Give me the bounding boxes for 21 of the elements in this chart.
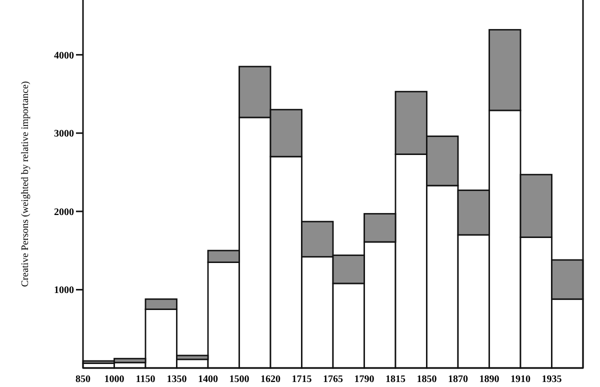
x-tick-label: 1790: [354, 374, 374, 385]
x-tick-label: 1850: [416, 374, 437, 385]
x-tick-label: 1715: [292, 374, 312, 385]
x-tick-label: 1870: [448, 374, 468, 385]
y-axis-title: Creative Persons (weighted by relative importance): [20, 81, 31, 287]
x-tick-label: 850: [76, 374, 90, 385]
x-tick-label: 1350: [166, 374, 187, 385]
x-tick-label: 1890: [479, 374, 500, 385]
x-tick-label: 1400: [198, 374, 218, 385]
x-tick-label: 1935: [542, 374, 562, 385]
x-tick-label: 1910: [510, 374, 530, 385]
y-tick-label: 4000: [54, 50, 74, 62]
x-tick-label: 1150: [136, 374, 156, 385]
x-tick-label: 1000: [104, 374, 124, 385]
y-tick-label: 3000: [54, 128, 74, 140]
x-tick-label: 1500: [229, 374, 250, 385]
x-tick-label: 1765: [323, 374, 343, 385]
y-tick-label: 2000: [54, 206, 74, 218]
x-tick-label: 1620: [260, 374, 280, 385]
x-tick-label: 1815: [386, 374, 406, 385]
y-tick-label: 1000: [54, 285, 74, 296]
